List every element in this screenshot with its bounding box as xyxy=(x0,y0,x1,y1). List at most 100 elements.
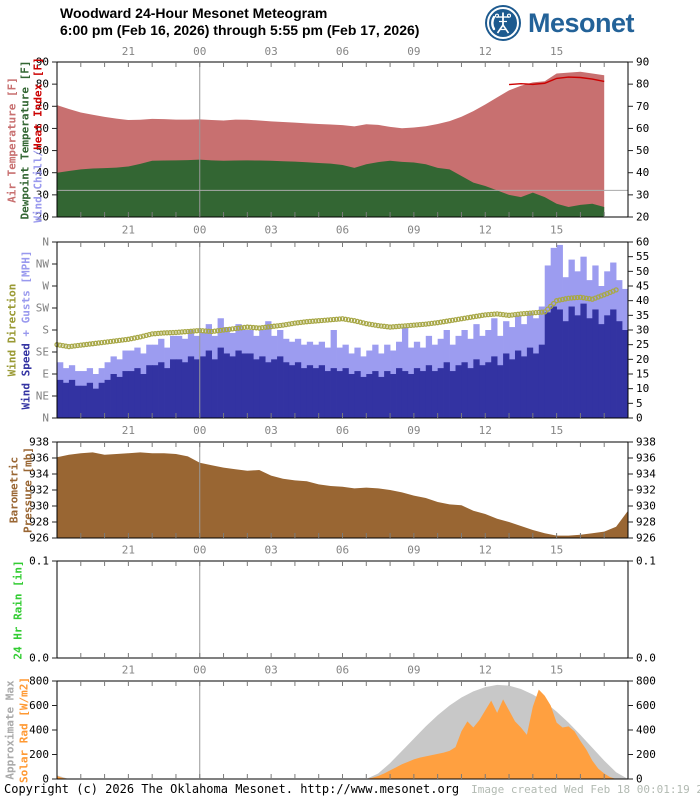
hour-label: 15 xyxy=(550,544,563,557)
y-tick-label: 20 xyxy=(636,211,649,224)
mesonet-logo: Mesonet xyxy=(484,4,635,42)
y-tick-label: 930 xyxy=(29,500,49,513)
hour-label: 06 xyxy=(336,224,349,237)
y-tick-label: 50 xyxy=(636,265,649,278)
y-tick-label: 400 xyxy=(636,724,656,737)
axis-title-temperature-0: Air Temperature [F] xyxy=(5,76,19,203)
chart-title: Woodward 24-Hour Mesonet Meteogram xyxy=(60,5,328,21)
axis-title-rain-0: 24 Hr Rain [in] xyxy=(11,559,25,660)
y-tick-label: 25 xyxy=(636,338,649,351)
created-timestamp: Image created Wed Feb 18 00:01:19 2026 U… xyxy=(471,783,700,796)
panel-pressure: 938 936 934 932 930 928 926 938 936 934 932 930 928 9… xyxy=(29,436,656,545)
hour-label: 06 xyxy=(336,424,349,437)
mesonet-logo-text: Mesonet xyxy=(528,7,635,38)
y-tick-label: N xyxy=(42,236,49,249)
heat-index-line xyxy=(508,76,605,86)
hour-label: 00 xyxy=(193,224,206,237)
y-tick-label: 15 xyxy=(636,368,649,381)
hour-label: 09 xyxy=(407,424,420,437)
hour-label: 09 xyxy=(407,664,420,677)
panel-rain: 0.1 0.0 0.1 0.0 xyxy=(29,555,656,665)
y-tick-label: 600 xyxy=(636,699,656,712)
y-tick-label: NE xyxy=(36,390,49,403)
y-tick-label: 934 xyxy=(29,468,49,481)
axis-title-pressure-0: Barometric xyxy=(7,456,21,524)
y-tick-label: 928 xyxy=(636,516,656,529)
hour-label: 15 xyxy=(550,224,563,237)
hour-label: 00 xyxy=(193,664,206,677)
y-tick-label: 5 xyxy=(636,397,643,410)
y-tick-label: 30 xyxy=(36,188,49,201)
y-tick-label: 928 xyxy=(29,516,49,529)
y-tick-label: 90 xyxy=(36,56,49,69)
hour-label: 03 xyxy=(265,45,278,58)
wind-direction-dots xyxy=(54,287,619,350)
y-tick-label: 35 xyxy=(636,309,649,322)
y-tick-label: 55 xyxy=(636,250,649,263)
y-tick-label: 934 xyxy=(636,468,656,481)
panel-temperature: 90 80 70 60 50 40 30 20 90 80 70 60 50 40 30 20 xyxy=(36,56,650,224)
y-tick-label: 936 xyxy=(29,452,49,465)
y-tick-label: 0 xyxy=(42,773,49,786)
y-tick-label: 30 xyxy=(636,324,649,337)
panel-solar: 800 600 400 200 0 800 600 400 200 0 xyxy=(29,675,656,786)
hour-label: 06 xyxy=(336,45,349,58)
hour-label: 12 xyxy=(479,664,492,677)
copyright-text: Copyright (c) 2026 The Oklahoma Mesonet.… xyxy=(4,782,460,796)
y-tick-label: 45 xyxy=(636,280,649,293)
y-tick-label: 926 xyxy=(29,532,49,545)
hour-label: 09 xyxy=(407,224,420,237)
y-tick-label: N xyxy=(42,412,49,425)
chart-subtitle: 6:00 pm (Feb 16, 2026) through 5:55 pm (… xyxy=(60,22,420,38)
hour-label: 21 xyxy=(122,544,135,557)
y-tick-label: 30 xyxy=(636,188,649,201)
y-tick-label: 50 xyxy=(636,144,649,157)
y-tick-label: 400 xyxy=(29,724,49,737)
hour-label: 15 xyxy=(550,45,563,58)
y-tick-label: SE xyxy=(36,346,49,359)
y-tick-label: 40 xyxy=(636,294,649,307)
mesonet-logo-icon xyxy=(485,5,521,41)
hour-label: 03 xyxy=(265,664,278,677)
hour-label: 06 xyxy=(336,544,349,557)
y-tick-label: 0 xyxy=(636,773,643,786)
hour-label: 15 xyxy=(550,664,563,677)
y-tick-label: E xyxy=(42,368,49,381)
dewpoint-area xyxy=(57,159,605,217)
y-tick-label: W xyxy=(42,280,49,293)
hour-label: 12 xyxy=(479,45,492,58)
y-tick-label: 800 xyxy=(636,675,656,688)
solar-actual-area xyxy=(57,689,628,779)
y-tick-label: 20 xyxy=(636,353,649,366)
y-tick-label: 20 xyxy=(36,211,49,224)
hour-label: 21 xyxy=(122,224,135,237)
y-tick-label: 0.1 xyxy=(29,555,49,568)
y-tick-label: 10 xyxy=(636,382,649,395)
y-tick-label: 936 xyxy=(636,452,656,465)
y-tick-label: 50 xyxy=(36,144,49,157)
hour-label: 09 xyxy=(407,45,420,58)
y-tick-label: 60 xyxy=(36,122,49,135)
hour-label: 21 xyxy=(122,424,135,437)
y-tick-label: 40 xyxy=(636,166,649,179)
axis-title-temperature-1: Dewpoint Temperature [F] xyxy=(18,60,32,219)
hour-label: 12 xyxy=(479,224,492,237)
y-tick-label: 600 xyxy=(29,699,49,712)
hour-label: 09 xyxy=(407,544,420,557)
axis-title-wind-1: Wind Speed + Gusts [MPH] xyxy=(19,250,33,410)
axis-title-temperature-2: Wind Chill/Heat Index [F] xyxy=(31,56,45,223)
hour-label: 21 xyxy=(122,664,135,677)
y-tick-label: 0.0 xyxy=(29,652,49,665)
hour-label: 00 xyxy=(193,544,206,557)
y-tick-label: 800 xyxy=(29,675,49,688)
hour-label: 03 xyxy=(265,424,278,437)
hour-label: 00 xyxy=(193,424,206,437)
panel-border xyxy=(56,560,629,659)
y-tick-label: 0.0 xyxy=(636,652,656,665)
axis-title-wind-0: Wind Direction xyxy=(5,283,19,377)
y-tick-label: 200 xyxy=(636,748,656,761)
y-tick-label: 70 xyxy=(636,100,649,113)
y-tick-label: 0 xyxy=(636,412,643,425)
